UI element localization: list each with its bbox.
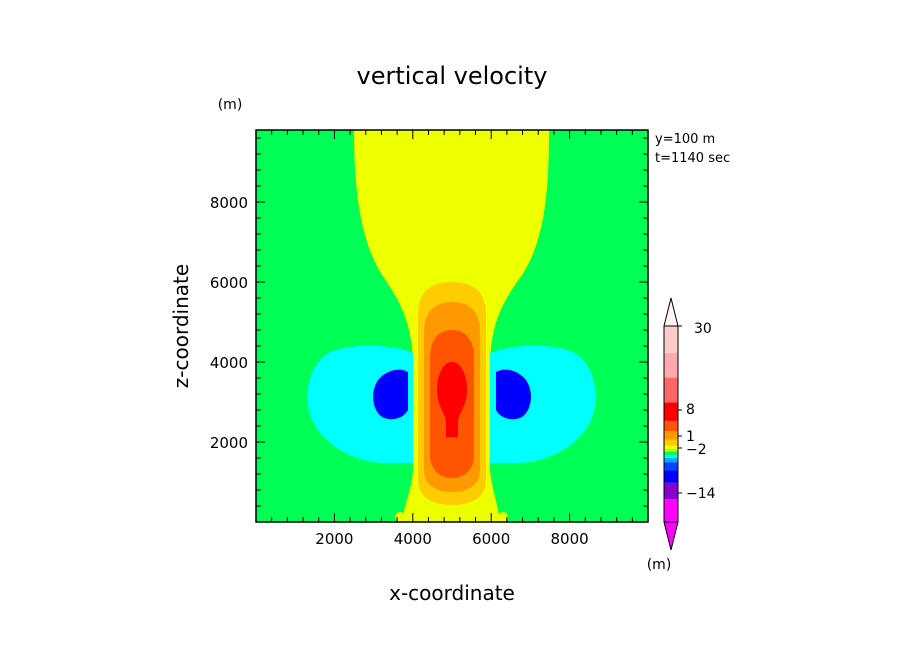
x-tick-label: 2000 xyxy=(315,530,353,548)
y-tick-label: 8000 xyxy=(210,194,248,212)
plot-frame xyxy=(255,129,649,523)
x-tick-label: 6000 xyxy=(472,530,510,548)
colorbar-label-8: 8 xyxy=(686,402,695,418)
info-line-y: y=100 m xyxy=(655,132,715,147)
colorbar-bottom-arrow xyxy=(663,521,679,551)
colorbar-label-minus14: −14 xyxy=(686,486,716,502)
colorbar-swatch xyxy=(664,470,678,483)
colorbar-swatch xyxy=(664,454,678,459)
colorbar-label-minus2: −2 xyxy=(686,442,707,458)
y-tick-label: 6000 xyxy=(210,274,248,292)
bottom-blob-left xyxy=(395,512,405,522)
colorbar-swatch xyxy=(664,499,678,522)
colorbar-swatch xyxy=(664,352,678,378)
colorbar-swatch xyxy=(664,326,678,353)
strong-downdraft-right-region xyxy=(496,369,531,420)
colorbar-label-30: 30 xyxy=(694,321,712,337)
x-tick-label: 4000 xyxy=(394,530,432,548)
y-tick-label: 4000 xyxy=(210,354,248,372)
colorbar-swatch xyxy=(664,462,678,471)
plot-area xyxy=(255,129,649,523)
colorbar-swatch xyxy=(664,420,678,432)
colorbar-unit: (m) xyxy=(647,557,672,573)
colorbar xyxy=(663,297,682,551)
colorbar-swatch xyxy=(664,431,678,440)
info-line-t: t=1140 sec xyxy=(655,151,730,166)
colorbar-swatch xyxy=(664,458,678,463)
colorbar-swatch xyxy=(664,448,678,452)
axis-tick-labels: 2000 4000 6000 8000 2000 4000 6000 8000 xyxy=(210,194,589,548)
colorbar-swatch xyxy=(664,377,678,403)
updraft-core-region xyxy=(437,362,467,437)
colorbar-top-arrow xyxy=(663,297,679,327)
axis-ticks xyxy=(255,130,649,523)
bottom-blob-right xyxy=(498,512,508,522)
colorbar-label-1: 1 xyxy=(686,429,695,445)
colorbar-swatch xyxy=(664,402,678,421)
colorbar-swatch xyxy=(664,451,678,455)
colorbar-swatch xyxy=(664,482,678,500)
x-tick-label: 8000 xyxy=(551,530,589,548)
x-axis-label: x-coordinate xyxy=(389,581,515,605)
y-tick-label: 2000 xyxy=(210,434,248,452)
strong-downdraft-left-region xyxy=(373,369,408,420)
colorbar-swatch xyxy=(664,439,678,446)
y-axis-label: z-coordinate xyxy=(169,264,193,388)
y-axis-unit: (m) xyxy=(218,97,243,113)
colorbar-swatch xyxy=(664,445,678,449)
chart-title: vertical velocity xyxy=(357,62,548,90)
